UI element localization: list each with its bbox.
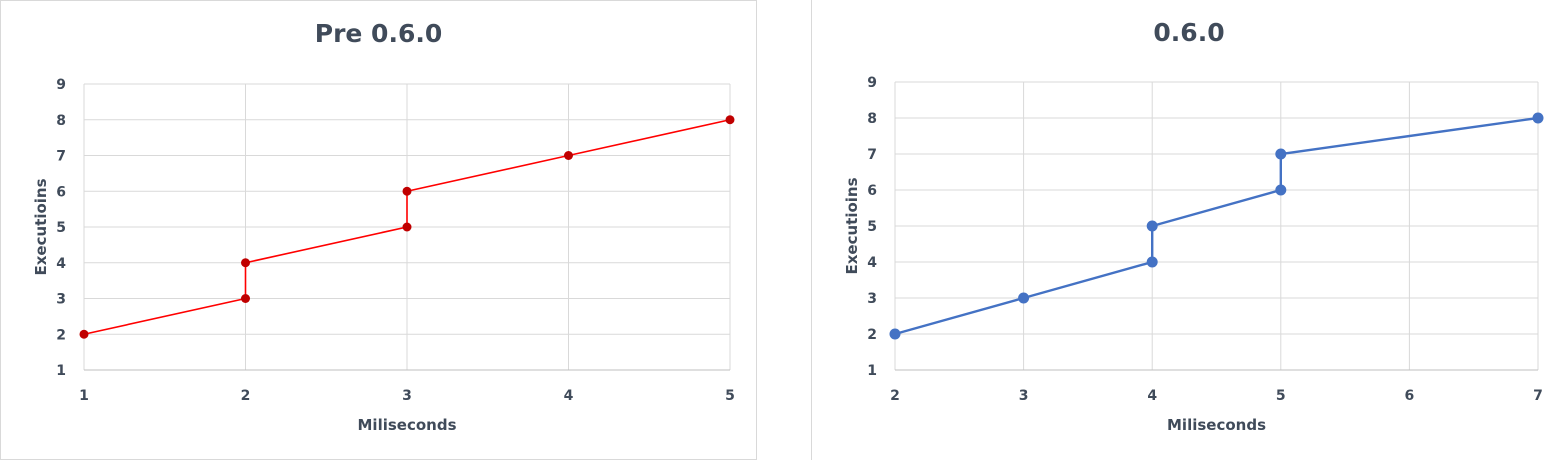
data-point <box>79 329 89 339</box>
x-tick-label: 3 <box>1019 388 1029 404</box>
x-tick-label: 4 <box>1147 388 1157 404</box>
y-tick-label: 4 <box>867 255 877 271</box>
data-point <box>241 258 250 268</box>
y-axis-label: Executioins <box>32 178 50 275</box>
x-tick-label: 3 <box>402 388 412 404</box>
y-tick-label: 9 <box>867 75 877 91</box>
x-tick-label: 2 <box>241 388 251 404</box>
x-tick-label: 4 <box>564 388 574 404</box>
y-axis-label: Executioins <box>843 177 861 274</box>
data-point <box>1146 256 1158 268</box>
y-tick-label: 9 <box>56 77 66 93</box>
data-point <box>1275 148 1287 160</box>
y-tick-label: 4 <box>56 256 66 272</box>
chart-left-svg: 1 2 3 4 5 6 7 8 9 1 2 3 4 5 Miliseconds Executioins <box>32 77 735 434</box>
x-tick-label: 2 <box>890 388 900 404</box>
data-point <box>402 222 412 232</box>
x-axis-label: Miliseconds <box>1167 416 1266 434</box>
chart-panel-right: 0.6.0 1 2 3 4 5 6 7 8 9 2 3 4 5 6 7 Miliseconds Executio… <box>811 0 1566 460</box>
y-tick-label: 6 <box>56 184 66 200</box>
data-point <box>1146 220 1158 232</box>
y-tick-label: 1 <box>56 363 66 379</box>
x-tick-label: 1 <box>79 388 89 404</box>
y-tick-label: 3 <box>56 292 66 308</box>
x-tick-label: 6 <box>1405 388 1415 404</box>
data-point <box>402 186 412 196</box>
y-tick-label: 5 <box>867 219 877 235</box>
y-tick-label: 8 <box>56 113 66 129</box>
x-tick-label: 5 <box>1276 388 1286 404</box>
data-point <box>725 115 735 125</box>
y-tick-label: 8 <box>867 111 877 127</box>
y-tick-label: 6 <box>867 183 877 199</box>
data-point <box>1275 184 1287 196</box>
y-tick-label: 7 <box>867 147 877 163</box>
x-tick-label: 7 <box>1533 388 1543 404</box>
y-tick-label: 7 <box>56 149 66 165</box>
chart-title: 0.6.0 <box>1153 18 1225 47</box>
data-point <box>241 294 250 303</box>
y-tick-label: 1 <box>867 363 877 379</box>
data-point <box>1018 292 1030 304</box>
x-tick-label: 5 <box>725 388 735 404</box>
data-point <box>564 151 573 160</box>
chart-panel-left: Pre 0.6.0 1 2 3 4 5 6 7 8 9 1 2 3 4 5 Miliseconds Execu… <box>0 0 757 460</box>
data-point <box>1532 112 1544 124</box>
y-tick-label: 5 <box>56 220 66 236</box>
y-tick-label: 2 <box>867 327 877 343</box>
x-axis-label: Miliseconds <box>358 416 457 434</box>
y-tick-label: 3 <box>867 291 877 307</box>
y-tick-label: 2 <box>56 327 66 343</box>
data-point <box>889 328 901 340</box>
chart-title: Pre 0.6.0 <box>314 19 443 48</box>
